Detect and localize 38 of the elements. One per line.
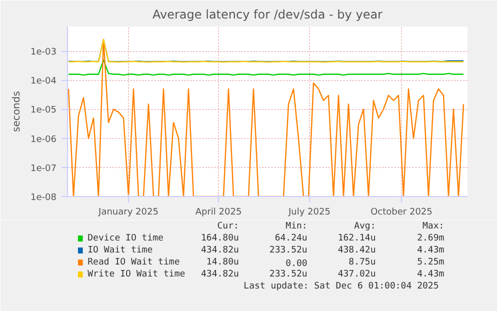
text: 14.80u	[206, 258, 239, 268]
legend-label: Device IO time	[88, 234, 164, 244]
text: 233.52u	[269, 270, 308, 280]
x-tick-label: January 2025	[98, 208, 158, 218]
text: 4.43m	[417, 270, 444, 280]
text: 437.02u	[338, 270, 376, 280]
x-tick-label: October 2025	[370, 208, 432, 218]
text: 233.52u	[269, 246, 308, 256]
text: 162.14u	[338, 234, 376, 244]
y-tick-label: 1e-07	[30, 164, 57, 174]
text: Last update: Sat Dec 6 01:00:04 2025	[244, 282, 439, 292]
text: 0.00	[286, 259, 308, 269]
chart-title: Average latency for /dev/sda - by year	[152, 8, 383, 22]
text: 5.25m	[417, 258, 444, 268]
text: 64.24u	[274, 234, 308, 244]
y-axis-title: seconds	[12, 91, 23, 132]
legend-label: Read IO Wait time	[88, 258, 180, 268]
text: 434.82u	[201, 270, 239, 280]
text: 164.80u	[201, 234, 239, 244]
y-tick-label: 1e-04	[30, 76, 57, 87]
x-tick-label: July 2025	[288, 208, 330, 218]
text: Avg:	[354, 222, 376, 232]
line-series	[68, 59, 464, 76]
y-tick-label: 1e-03	[30, 48, 57, 58]
text: Cur:	[217, 222, 239, 232]
y-tick-label: 1e-08	[30, 193, 57, 203]
y-tick-label: 1e-06	[30, 134, 57, 145]
legend-label: Write IO Wait time	[88, 270, 186, 280]
legend-label: IO Wait time	[88, 246, 153, 256]
x-tick-label: April 2025	[195, 208, 242, 218]
text: 434.82u	[201, 246, 239, 256]
text: 8.75u	[348, 258, 376, 268]
y-tick-label: 1e-05	[30, 106, 57, 116]
text: 4.43m	[417, 246, 444, 256]
text: Min:	[286, 222, 308, 232]
text: Max:	[422, 222, 444, 232]
text: 438.42u	[338, 246, 376, 256]
text: 2.69m	[417, 234, 444, 244]
